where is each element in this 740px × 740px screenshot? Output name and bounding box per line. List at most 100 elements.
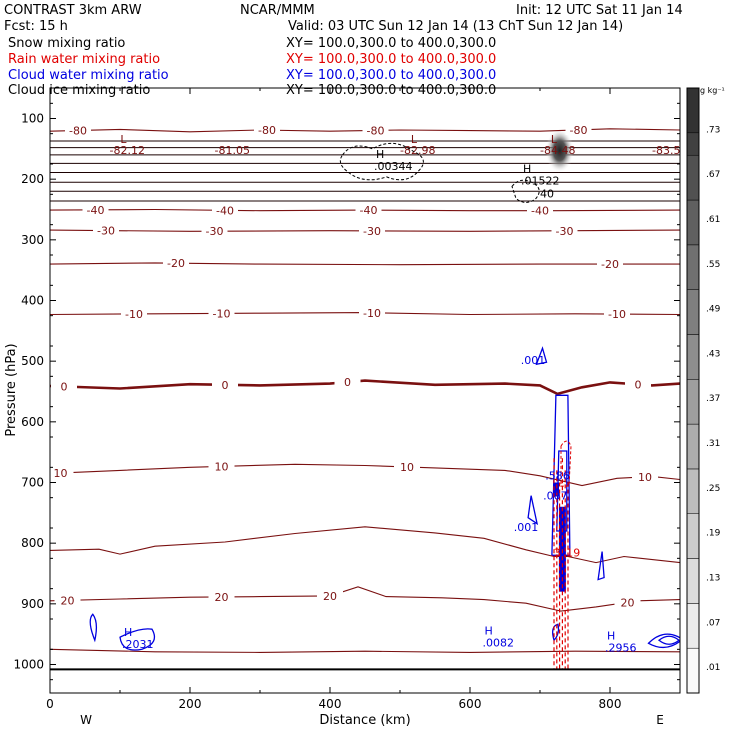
isotherm-line <box>50 648 680 653</box>
colorbar-label: .07 <box>706 618 720 628</box>
colorbar-segment <box>686 647 700 694</box>
colorbar-unit: g kg⁻¹ <box>700 86 725 95</box>
cloud-water-contour <box>89 613 98 643</box>
isotherm-label-bg <box>614 596 641 608</box>
isotherm-label: 0 <box>344 376 351 389</box>
isotherm-label: -40 <box>87 204 105 217</box>
colorbar-segment <box>686 513 700 559</box>
temperature-extreme-value: -82.12 <box>110 144 145 157</box>
cloud-water-contour <box>657 635 680 645</box>
contour-label: .001 <box>521 354 546 367</box>
contour-label: .007 <box>543 489 568 502</box>
isotherm-label: -20 <box>601 258 619 271</box>
maximum-value: .2031 <box>122 638 154 651</box>
colorbar-label: .49 <box>706 305 721 315</box>
cloud-water-contour <box>597 551 605 581</box>
isotherm-line <box>50 463 680 487</box>
isotherm-label: -30 <box>206 225 224 238</box>
colorbar-segment <box>686 379 700 425</box>
isotherm-label-bg <box>625 378 651 390</box>
isotherm-label: 10 <box>54 467 68 480</box>
maximum-value: .2956 <box>605 641 637 654</box>
colorbar-label: .01 <box>706 663 720 673</box>
y-tick-label: 500 <box>21 354 44 368</box>
isotherm-line <box>50 379 680 396</box>
colorbar-label: .13 <box>706 573 720 583</box>
isotherm-label-bg <box>604 308 630 320</box>
isotherm-label: -10 <box>125 308 143 321</box>
isotherm-label: -20 <box>167 257 185 270</box>
isotherm-label-bg <box>212 204 238 216</box>
isotherm-label-bg <box>163 257 189 269</box>
y-tick-label: 900 <box>21 597 44 611</box>
maximum-marker: H <box>376 148 384 161</box>
isotherm-label: -10 <box>213 307 231 320</box>
x-axis-label: Distance (km) <box>319 713 410 728</box>
x-tick-label: 0 <box>46 697 54 711</box>
x-tick-label: 600 <box>459 697 482 711</box>
temperature-low-marker: L <box>411 133 418 146</box>
isotherm-label-bg <box>551 224 578 236</box>
contour-label: .19 <box>563 547 581 560</box>
isotherm-label-bg <box>362 124 389 136</box>
temperature-low-marker: L <box>120 133 127 146</box>
y-tick-label: 100 <box>21 112 44 126</box>
cloud-water-contour <box>552 623 560 642</box>
field-rain-xy: XY= 100.0,300.0 to 400.0,300.0 <box>286 52 496 67</box>
temperature-extreme-value: -81.05 <box>215 144 250 157</box>
field-cloud-water-xy: XY= 100.0,300.0 to 400.0,300.0 <box>286 68 496 83</box>
isotherm-label: 20 <box>621 596 635 609</box>
colorbar-segment <box>686 558 700 604</box>
contour-label: .001 <box>514 521 539 534</box>
isotherm-label-bg <box>50 466 74 478</box>
isotherm-label: -80 <box>258 124 276 137</box>
colorbar-segment <box>686 87 700 134</box>
isotherm-label: -80 <box>570 124 588 137</box>
y-tick-label: 1000 <box>13 658 44 672</box>
isotherm-label-bg <box>317 589 343 601</box>
colorbar-label: .19 <box>706 529 721 539</box>
isotherm-label-bg <box>82 203 109 215</box>
rain-contour <box>560 440 572 487</box>
y-tick-label: 600 <box>21 415 44 429</box>
isotherm-label-bg <box>359 224 385 236</box>
colorbar: .01 .07 .13 .19 .25 .31 .37 .43 .49 .55 .61 .67 .73 <box>686 87 721 694</box>
colorbar-label: .61 <box>706 215 720 225</box>
isotherm-label: 0 <box>222 379 229 392</box>
y-tick-label: 800 <box>21 536 44 550</box>
temperature-low-marker: L <box>551 133 558 146</box>
colorbar-segment <box>686 154 700 201</box>
contour-label: .3 <box>550 547 561 560</box>
isotherm-label: -40 <box>360 204 378 217</box>
isotherm-label: -30 <box>556 225 574 238</box>
colorbar-frame <box>686 87 700 694</box>
maximum-marker: H <box>124 626 132 639</box>
isotherm-label-bg <box>201 225 228 237</box>
isotherm-label: -10 <box>608 308 626 321</box>
colorbar-label: .25 <box>706 484 720 494</box>
isotherm-label-bg <box>51 380 77 392</box>
isotherm-label-bg <box>565 123 592 135</box>
temperature-extreme-value: -84.48 <box>540 144 575 157</box>
field-cloud-water-name: Cloud water mixing ratio <box>8 68 169 83</box>
isotherm-label-bg <box>394 460 420 472</box>
isotherm-label-bg <box>254 124 280 136</box>
temperature-extreme-value: -82.98 <box>400 144 435 157</box>
field-cloud-ice-xy: XY= 100.0,300.0 to 400.0,300.0 <box>286 83 496 98</box>
isotherm-label-bg <box>208 590 235 602</box>
isotherm-label: 20 <box>215 591 229 604</box>
maximum-marker: H <box>607 629 615 642</box>
maximum-value: .00344 <box>374 160 413 173</box>
colorbar-segment <box>686 603 700 649</box>
model-title: CONTRAST 3km ARW <box>4 3 142 18</box>
isotherm-label-bg <box>359 306 385 318</box>
x-tick-label: 800 <box>599 697 622 711</box>
isotherm-label-bg <box>597 258 623 270</box>
isotherm-label-bg <box>527 204 553 216</box>
maximum-value: .01522 <box>521 175 560 188</box>
colorbar-segment <box>686 423 700 470</box>
isotherm-label: -40 <box>531 205 549 218</box>
colorbar-label: .37 <box>706 394 720 404</box>
isotherm-label: -80 <box>367 124 385 137</box>
